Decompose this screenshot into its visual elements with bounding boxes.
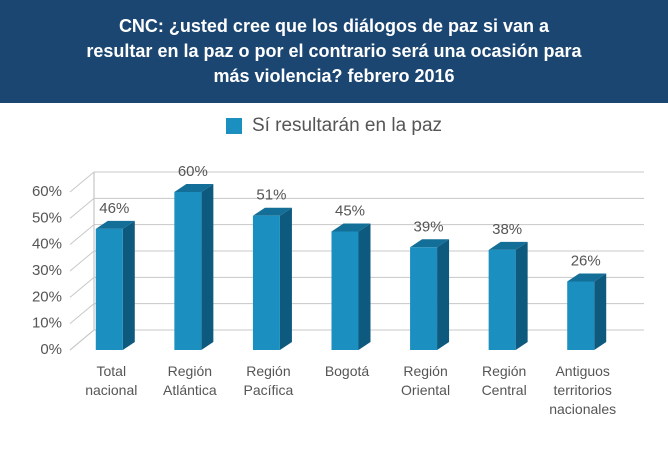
bar-front — [488, 249, 516, 350]
x-tick-label: Total nacional — [85, 363, 138, 398]
bar — [331, 223, 371, 350]
bar-side — [201, 184, 214, 350]
grid-line — [69, 250, 644, 272]
bar-side — [515, 241, 528, 350]
bar-front — [331, 231, 359, 350]
bar — [95, 220, 135, 350]
bar — [252, 207, 292, 350]
bar — [567, 273, 607, 350]
bar-top — [488, 241, 528, 250]
bar-side — [594, 273, 607, 350]
grid-line — [69, 224, 644, 246]
y-tick-label: 20% — [32, 288, 62, 305]
bar-top — [174, 184, 214, 192]
x-tick-label: Región Pacífica — [243, 363, 294, 398]
bar-side — [358, 223, 371, 350]
data-label: 26% — [571, 253, 601, 270]
bar-front — [174, 192, 202, 350]
y-tick-label: 10% — [32, 315, 62, 332]
grid-line — [69, 171, 644, 193]
bar-top — [252, 207, 292, 216]
grid-line — [69, 329, 644, 351]
data-label: 38% — [492, 221, 522, 238]
x-tick-label: Región Atlántica — [162, 363, 217, 398]
bar-front — [567, 281, 595, 350]
bar-side — [122, 220, 135, 350]
legend-swatch — [225, 118, 242, 134]
data-label: 60% — [178, 163, 208, 180]
grid-line — [69, 303, 644, 325]
data-label: 45% — [335, 202, 365, 219]
grid-line — [69, 276, 644, 298]
x-tick-label: Región Central — [481, 363, 527, 398]
x-tick-label: Región Oriental — [401, 363, 451, 398]
y-tick-label: 40% — [32, 236, 62, 253]
grid-line — [69, 197, 644, 219]
x-tick-label: Bogotá — [324, 363, 370, 379]
bar — [410, 239, 450, 350]
data-label: 39% — [414, 218, 444, 235]
data-label: 46% — [99, 200, 129, 217]
x-tick-label: Antiguos territorios nacionales — [549, 363, 617, 417]
chart-title: CNC: ¿usted cree que los diálogos de paz… — [86, 16, 582, 86]
legend-label: Sí resultarán en la paz — [251, 115, 443, 136]
bar-front — [410, 247, 438, 350]
y-tick-label: 30% — [32, 262, 62, 279]
data-label: 51% — [256, 187, 286, 204]
bar-side — [437, 239, 450, 350]
bar-top — [410, 239, 450, 248]
legend: Sí resultarán en la paz — [0, 115, 668, 137]
bar-front — [252, 215, 280, 350]
bar-top — [95, 220, 135, 229]
bar — [488, 241, 528, 350]
bar — [174, 184, 214, 350]
bar-top — [331, 223, 371, 232]
title-banner: CNC: ¿usted cree que los diálogos de paz… — [0, 0, 668, 103]
y-tick-label: 0% — [40, 341, 62, 358]
bar-top — [567, 273, 607, 282]
y-tick-label: 50% — [32, 209, 62, 226]
bar-front — [95, 228, 123, 350]
y-tick-label: 60% — [32, 183, 62, 200]
bar-side — [279, 207, 292, 350]
